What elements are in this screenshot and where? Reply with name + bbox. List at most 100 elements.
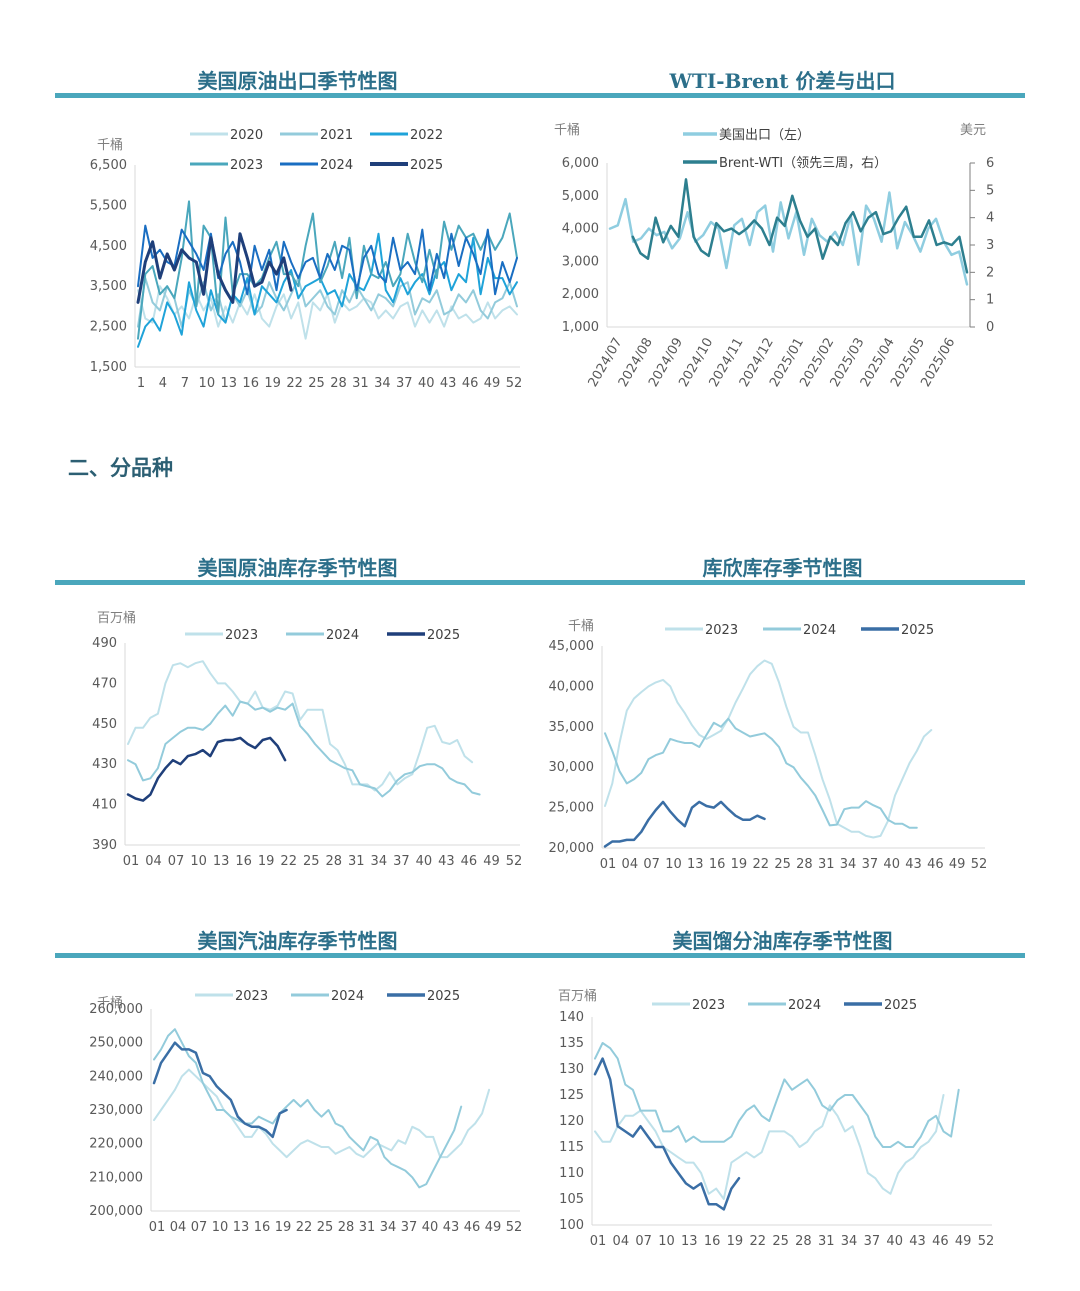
x-tick-label: 25 [774, 857, 791, 872]
y2-tick-label: 5 [986, 183, 994, 198]
y-tick-label: 390 [92, 838, 117, 853]
y-axis-unit: 千桶 [97, 138, 123, 153]
title-rule [540, 93, 1025, 98]
x-tick-label: 25 [303, 854, 320, 869]
series-line [127, 660, 474, 792]
title-rule [55, 580, 540, 585]
y-tick-label: 20,000 [549, 841, 595, 856]
series-line [608, 191, 969, 286]
x-tick-label: 04 [613, 1234, 630, 1249]
x-tick-label: 16 [235, 854, 252, 869]
series-line [593, 1057, 741, 1211]
x-tick-label: 13 [220, 376, 237, 391]
series-line [604, 717, 918, 829]
legend-label: 2024 [320, 158, 353, 173]
chart-panel-wti-brent: WTI-Brent 价差与出口 千桶 美元 6,000 5,000 4,000 3,000… [540, 65, 1025, 405]
section-heading: 二、分品种 [68, 455, 173, 480]
x-tick-label: 43 [909, 1234, 926, 1249]
x-tick-label: 40 [416, 854, 433, 869]
y-tick-label: 250,000 [89, 1036, 143, 1051]
y-tick-label: 5,000 [562, 189, 599, 204]
x-tick-label: 19 [258, 854, 275, 869]
legend-label: Brent-WTI（领先三周，右） [719, 156, 887, 171]
chart-title: 美国汽油库存季节性图 [197, 929, 398, 953]
x-tick-label: 01 [600, 857, 617, 872]
chart-title: 美国原油出口季节性图 [197, 69, 398, 93]
x-tick-label: 34 [380, 1220, 397, 1235]
y-tick-label: 5,500 [90, 198, 127, 213]
x-tick-label: 04 [622, 857, 639, 872]
y-tick-label: 410 [92, 798, 117, 813]
legend-label: 2023 [235, 989, 268, 1004]
chart-panel-gasoline: 美国汽油库存季节性图 千桶 260,000 250,000 240,000 230,00… [55, 925, 540, 1265]
legend-label: 2020 [230, 128, 263, 143]
legend-label: 2024 [326, 628, 359, 643]
y-tick-label: 240,000 [89, 1069, 143, 1084]
x-tick-label: 31 [359, 1220, 376, 1235]
legend-label: 2025 [410, 158, 443, 173]
legend-label: 2023 [692, 998, 725, 1013]
legend-label: 2024 [803, 623, 836, 638]
x-tick-label: 04 [170, 1220, 187, 1235]
x-tick-label: 16 [709, 857, 726, 872]
legend-label: 2025 [427, 628, 460, 643]
y-tick-label: 130 [559, 1062, 584, 1077]
chart-panel-crude-stocks: 美国原油库存季节性图 百万桶 490 470 450 430 410 390 01 04 07 10… [55, 552, 540, 892]
x-tick-label: 22 [296, 1220, 313, 1235]
y-tick-label: 200,000 [89, 1204, 143, 1219]
y-tick-label: 430 [92, 757, 117, 772]
legend-label: 2024 [788, 998, 821, 1013]
series-line [127, 700, 481, 798]
y-tick-label: 25,000 [549, 801, 595, 816]
x-tick-label: 31 [352, 376, 369, 391]
y-tick-label: 220,000 [89, 1137, 143, 1152]
x-tick-label: 43 [443, 1220, 460, 1235]
series-line [603, 800, 766, 848]
x-tick-label: 16 [242, 376, 259, 391]
series-line [594, 1042, 960, 1148]
chart-svg: 千桶 45,000 40,000 35,000 30,000 25,000 20,000 01… [549, 619, 988, 872]
chart-svg: 千桶 美元 6,000 5,000 4,000 3,000 2,000 1,000 6 5 4 3 2 1… [554, 123, 994, 390]
chart-panel-exports: 美国原油出口季节性图 千桶 6,500 5,500 4,500 3,500 2,500 1,… [55, 65, 540, 405]
chart-panel-cushing: 库欣库存季节性图 千桶 45,000 40,000 35,000 30,000 25,00… [540, 552, 1025, 892]
x-tick-label: 28 [330, 376, 347, 391]
y-tick-label: 2,500 [90, 320, 127, 335]
x-tick-label: 46 [464, 1220, 481, 1235]
x-tick-label: 01 [149, 1220, 166, 1235]
x-tick-label: 01 [590, 1234, 607, 1249]
y-tick-label: 6,500 [90, 158, 127, 173]
x-tick-label: 01 [123, 854, 140, 869]
x-tick-label: 52 [971, 857, 988, 872]
x-tick-label: 28 [325, 854, 342, 869]
x-tick-label: 22 [286, 376, 303, 391]
y2-tick-label: 6 [986, 156, 994, 171]
y-tick-label: 2,000 [562, 287, 599, 302]
chart-title: 美国原油库存季节性图 [197, 556, 398, 580]
y-tick-label: 45,000 [549, 639, 595, 654]
x-tick-label: 07 [635, 1234, 652, 1249]
legend-label: 2022 [410, 128, 443, 143]
y-tick-label: 120 [559, 1114, 584, 1129]
x-tick-label: 07 [168, 854, 185, 869]
x-tick-label: 25 [317, 1220, 334, 1235]
x-tick-label: 43 [438, 854, 455, 869]
legend-label: 2023 [230, 158, 263, 173]
x-tick-label: 22 [280, 854, 297, 869]
y-tick-label: 40,000 [549, 679, 595, 694]
x-tick-label: 31 [818, 857, 835, 872]
legend-label: 2023 [225, 628, 258, 643]
x-tick-label: 52 [506, 1220, 523, 1235]
y-tick-label: 450 [92, 717, 117, 732]
title-rule [55, 953, 540, 958]
chart-title: 美国馏分油库存季节性图 [672, 929, 893, 953]
y-tick-label: 470 [92, 676, 117, 691]
chart-title: WTI-Brent 价差与出口 [669, 69, 896, 93]
x-tick-label: 4 [159, 376, 167, 391]
x-tick-label: 07 [191, 1220, 208, 1235]
x-tick-label: 46 [927, 857, 944, 872]
y2-tick-label: 0 [986, 320, 994, 335]
legend-label: 2023 [705, 623, 738, 638]
y-tick-label: 115 [559, 1140, 584, 1155]
chart-svg: 百万桶 490 470 450 430 410 390 01 04 07 10 13 16 19 22 25 2… [92, 611, 522, 869]
